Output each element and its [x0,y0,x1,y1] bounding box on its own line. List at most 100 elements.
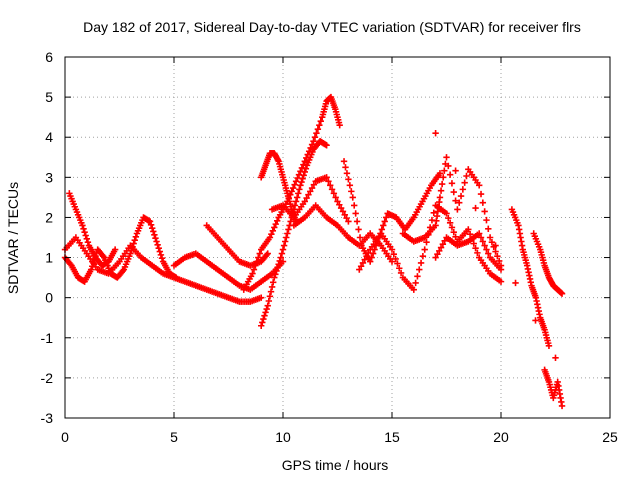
data-point [265,297,273,305]
data-point [147,221,155,228]
data-point [441,167,448,174]
data-point [483,216,490,224]
data-point [495,257,503,265]
data-point [410,286,417,293]
data-point [305,191,312,198]
data-point [297,182,304,189]
data-point [443,154,450,161]
data-point [446,219,454,226]
data-point [285,226,292,233]
data-point [291,181,298,188]
data-point [298,178,305,186]
series-sat-q [541,366,566,410]
y-tick-label: -1 [41,330,54,346]
data-point [445,214,452,222]
data-point [276,257,283,265]
data-point [459,186,467,193]
data-point [146,218,154,225]
data-point [345,176,352,183]
data-point [343,170,351,177]
data-point [476,182,483,189]
data-point [355,226,362,233]
data-point [440,174,447,181]
data-point [357,263,365,270]
series-sat-g [258,138,330,329]
data-point [151,231,158,239]
y-tick-label: 4 [45,129,53,145]
y-tick-label: 5 [45,89,53,105]
series-sat-f [240,93,343,293]
data-point [419,253,427,260]
data-point [310,181,318,188]
data-point [443,210,450,217]
data-point [273,217,281,224]
data-point [256,250,263,257]
data-point [388,258,396,265]
data-point [481,242,488,249]
data-point [277,254,285,261]
data-point [470,240,477,247]
data-point [437,244,445,251]
data-point [532,317,539,324]
data-point [308,184,316,192]
data-point [272,220,279,228]
data-point [476,230,483,237]
data-point [266,234,274,241]
data-point [448,224,456,231]
y-tick-label: 3 [45,169,53,185]
data-point [341,211,348,218]
y-tick-label: -2 [41,370,54,386]
data-point [279,246,287,253]
data-point [485,250,492,257]
data-point [349,194,356,201]
grid [65,57,610,418]
data-point [83,235,90,243]
data-point [79,222,86,229]
data-point [258,294,265,301]
data-point [380,222,387,229]
series-sat-o [508,206,553,349]
data-point [292,178,300,185]
data-point [268,283,276,291]
data-point [287,218,294,225]
data-point [323,142,330,149]
y-axis-label: SDTVAR / TECUs [5,182,21,294]
data-point [260,315,267,323]
data-point [328,186,336,193]
data-point [271,224,278,231]
data-point [436,194,444,201]
data-point [158,255,166,262]
data-point [334,198,341,205]
data-point [261,312,268,319]
x-tick-label: 10 [275,429,291,445]
chart-title: Day 182 of 2017, Sidereal Day-to-day VTE… [83,19,581,35]
data-point [412,279,419,287]
data-point [340,158,348,165]
data-point [325,178,332,185]
x-tick-label: 20 [493,429,509,445]
data-point [445,162,452,170]
data-point [252,262,259,269]
data-point [316,121,323,129]
data-point [255,254,262,261]
data-point [264,302,271,309]
data-point [486,234,494,241]
data-point [361,256,368,263]
data-point [127,250,134,257]
data-point [272,271,279,278]
y-tick-label: 6 [45,49,53,65]
data-point [301,158,308,165]
data-point [356,234,364,241]
data-point [382,214,390,221]
data-point [292,198,300,205]
data-point [269,279,277,286]
series-sat-p [530,230,566,297]
series-sat-a [61,214,180,285]
data-point [268,230,275,238]
data-point [153,238,160,245]
data-point [301,198,308,205]
data-point [390,251,398,258]
data-point [479,238,487,245]
data-point [343,214,350,222]
data-point [392,255,399,263]
